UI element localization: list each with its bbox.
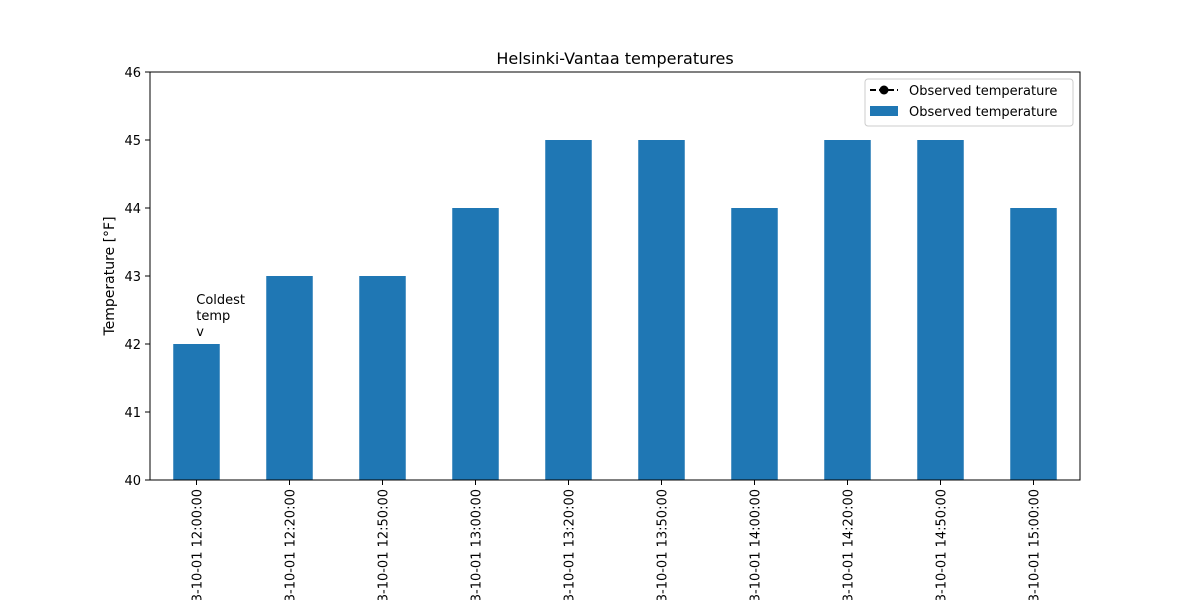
- x-tick-label: 2023-10-01 14:50:00: [935, 489, 950, 600]
- legend-label: Observed temperature: [909, 105, 1057, 120]
- x-tick-label: 2023-10-01 14:00:00: [749, 489, 764, 600]
- legend-label: Observed temperature: [909, 84, 1057, 99]
- x-axis: 2023-10-01 12:00:00 2023-10-01 12:20:00 20…: [191, 480, 1043, 600]
- bar-3: [452, 208, 499, 480]
- y-tick-label: 40: [124, 474, 141, 489]
- y-axis-label: Temperature [°F]: [102, 216, 118, 336]
- y-tick-label: 41: [124, 406, 141, 421]
- y-axis: 40 41 42 43 44 45 46: [124, 66, 150, 489]
- x-tick-label: 2023-10-01 12:00:00: [191, 489, 206, 600]
- annotation-line: temp: [196, 309, 230, 324]
- legend: Observed temperature Observed temperature: [864, 78, 1074, 127]
- bars-group: [173, 140, 1057, 480]
- bar-1: [266, 276, 313, 480]
- x-tick-label: 2023-10-01 15:00:00: [1028, 489, 1043, 600]
- x-tick-label: 2023-10-01 14:20:00: [842, 489, 857, 600]
- x-tick-label: 2023-10-01 13:50:00: [656, 489, 671, 600]
- bar-9: [1010, 208, 1057, 480]
- legend-bar-marker: [870, 106, 898, 116]
- y-tick-label: 45: [124, 134, 141, 149]
- x-tick-label: 2023-10-01 12:20:00: [284, 489, 299, 600]
- bar-2: [359, 276, 406, 480]
- y-tick-label: 46: [124, 66, 141, 81]
- y-tick-label: 43: [124, 270, 141, 285]
- bar-4: [545, 140, 592, 480]
- x-tick-label: 2023-10-01 13:20:00: [563, 489, 578, 600]
- legend-box: [864, 78, 1074, 127]
- annotation-line: Coldest: [196, 293, 245, 308]
- plot-frame: [149, 71, 1081, 481]
- chart-title: Helsinki-Vantaa temperatures: [496, 49, 733, 68]
- bar-6: [731, 208, 778, 480]
- y-tick-label: 42: [124, 338, 141, 353]
- annotation-line: v: [196, 325, 204, 340]
- bar-5: [638, 140, 685, 480]
- legend-dot-marker: [879, 85, 889, 95]
- bar-7: [824, 140, 871, 480]
- y-tick-label: 44: [124, 202, 141, 217]
- bar-8: [917, 140, 964, 480]
- x-tick-label: 2023-10-01 13:00:00: [470, 489, 485, 600]
- x-tick-label: 2023-10-01 12:50:00: [377, 489, 392, 600]
- bar-0: [173, 344, 220, 480]
